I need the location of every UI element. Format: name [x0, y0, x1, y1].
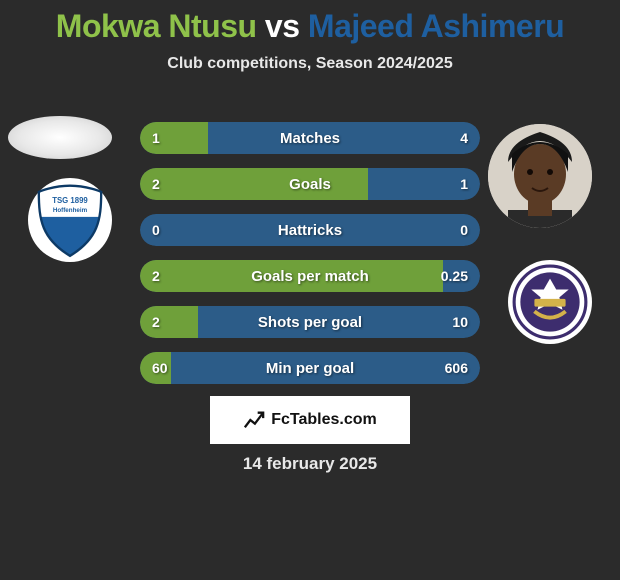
stat-label: Shots per goal	[258, 314, 362, 331]
svg-text:TSG 1899: TSG 1899	[52, 196, 88, 205]
chart-up-icon	[243, 409, 265, 431]
stat-value-right: 0.25	[441, 268, 468, 284]
shield-icon: TSG 1899 Hoffenheim	[31, 181, 109, 259]
stat-row: 1 Matches 4	[140, 122, 480, 154]
stat-label: Hattricks	[278, 222, 342, 239]
stat-value-right: 4	[460, 130, 468, 146]
stat-row: 2 Goals 1	[140, 168, 480, 200]
stat-row: 0 Hattricks 0	[140, 214, 480, 246]
club1-logo: TSG 1899 Hoffenheim	[28, 178, 112, 262]
stat-label: Goals per match	[251, 268, 369, 285]
club2-logo	[508, 260, 592, 344]
player2-photo	[488, 124, 592, 228]
stat-row: 60 Min per goal 606	[140, 352, 480, 384]
stat-label: Matches	[280, 130, 340, 147]
stat-value-left: 1	[152, 130, 160, 146]
stat-label: Min per goal	[266, 360, 354, 377]
stat-row: 2 Goals per match 0.25	[140, 260, 480, 292]
stat-value-right: 1	[460, 176, 468, 192]
crest-icon	[511, 263, 589, 341]
title-player1: Mokwa Ntusu	[56, 8, 257, 44]
stat-bar-fill	[140, 122, 208, 154]
stat-value-left: 2	[152, 314, 160, 330]
stat-value-left: 0	[152, 222, 160, 238]
stat-value-right: 606	[445, 360, 468, 376]
title-vs: vs	[265, 8, 300, 44]
stat-row: 2 Shots per goal 10	[140, 306, 480, 338]
title-player2: Majeed Ashimeru	[308, 8, 564, 44]
player1-photo	[8, 116, 112, 159]
page-title: Mokwa Ntusu vs Majeed Ashimeru	[0, 0, 620, 45]
stat-value-left: 2	[152, 268, 160, 284]
stat-bar-fill	[140, 168, 368, 200]
stat-value-left: 60	[152, 360, 168, 376]
stat-bar-fill	[140, 306, 198, 338]
stat-label: Goals	[289, 176, 331, 193]
brand-text: FcTables.com	[271, 411, 377, 429]
avatar-icon	[488, 124, 592, 228]
comparison-card: Mokwa Ntusu vs Majeed Ashimeru Club comp…	[0, 0, 620, 580]
date-text: 14 february 2025	[0, 454, 620, 474]
svg-text:Hoffenheim: Hoffenheim	[53, 207, 88, 214]
stats-table: 1Matches42Goals10Hattricks02Goals per ma…	[140, 122, 480, 398]
brand-badge[interactable]: FcTables.com	[210, 396, 410, 444]
subtitle: Club competitions, Season 2024/2025	[0, 55, 620, 73]
stat-value-right: 10	[452, 314, 468, 330]
stat-value-right: 0	[460, 222, 468, 238]
stat-value-left: 2	[152, 176, 160, 192]
